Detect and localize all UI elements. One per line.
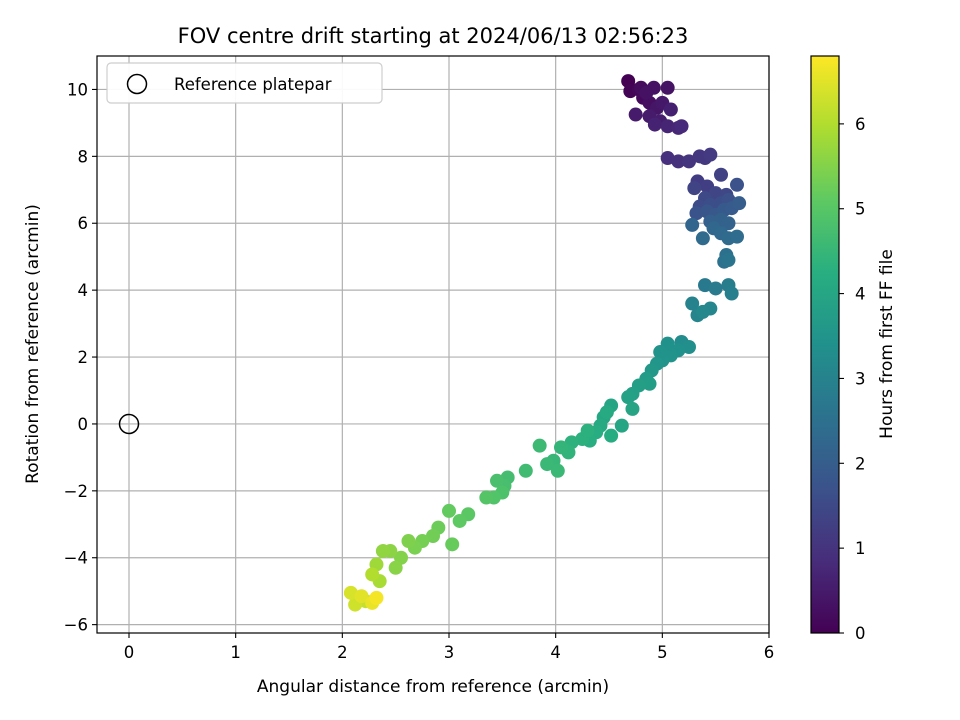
legend-box	[106, 62, 383, 104]
colorbar-tick-label: 6	[855, 115, 866, 134]
data-points	[343, 74, 747, 612]
data-point	[365, 567, 380, 582]
data-point	[614, 418, 629, 433]
y-tick-label: 8	[78, 147, 89, 166]
data-point	[642, 376, 657, 391]
data-point	[625, 401, 640, 416]
data-point	[599, 405, 614, 420]
data-point	[442, 503, 456, 518]
x-tick-label: 3	[444, 643, 455, 662]
x-axis-label: Angular distance from reference (arcmin)	[257, 677, 609, 697]
x-axis-ticks: 0 1 2 3 4 5 6	[124, 633, 775, 662]
colorbar-tick-label: 4	[855, 285, 866, 304]
data-point	[550, 463, 565, 478]
x-tick-label: 2	[337, 643, 348, 662]
x-tick-label: 0	[124, 643, 135, 662]
x-tick-label: 4	[550, 643, 561, 662]
data-point	[452, 513, 467, 528]
y-axis-ticks: −6 −4 −2 0 2 4 6 8 10	[64, 80, 97, 635]
y-tick-label: 10	[67, 80, 88, 99]
data-point	[685, 217, 700, 232]
y-axis-label: Rotation from reference (arcmin)	[23, 204, 43, 484]
data-point	[721, 253, 736, 268]
data-point	[354, 589, 369, 604]
data-point	[730, 177, 744, 192]
y-tick-label: −4	[64, 549, 88, 568]
data-point	[647, 117, 662, 132]
legend: Reference platepar	[106, 62, 383, 104]
data-point	[689, 206, 704, 221]
y-tick-label: 2	[78, 348, 89, 367]
x-tick-label: 1	[230, 643, 241, 662]
data-point	[518, 463, 533, 478]
data-point	[730, 229, 744, 244]
colorbar-tick-label: 0	[855, 624, 866, 643]
data-point	[580, 423, 595, 438]
colorbar-tick-label: 2	[855, 454, 866, 473]
colorbar-tick-label: 3	[855, 369, 866, 388]
reference-marker	[118, 413, 140, 435]
data-point	[721, 216, 736, 231]
data-point	[388, 560, 403, 575]
colorbar: 0 1 2 3 4 5 6 Hours from first FF file	[810, 55, 897, 643]
colorbar-gradient	[810, 55, 840, 634]
data-point	[604, 428, 619, 443]
y-tick-label: −6	[64, 616, 88, 635]
colorbar-label: Hours from first FF file	[877, 249, 897, 439]
data-point	[682, 340, 696, 355]
data-point	[674, 119, 689, 134]
data-point	[445, 537, 460, 552]
data-point	[532, 438, 547, 453]
data-point	[714, 167, 728, 182]
data-point	[426, 528, 440, 543]
data-point	[628, 107, 643, 122]
data-point	[685, 296, 700, 311]
data-point	[682, 154, 696, 169]
colorbar-ticks: 0 1 2 3 4 5 6	[839, 115, 866, 643]
data-point	[698, 278, 712, 293]
data-point	[695, 304, 710, 319]
data-point	[708, 281, 723, 296]
data-point	[663, 102, 678, 117]
data-point	[540, 457, 555, 472]
data-point	[401, 534, 416, 549]
y-tick-label: −2	[64, 482, 88, 501]
plot-frame	[96, 55, 770, 634]
data-point	[343, 585, 358, 600]
data-point	[375, 544, 390, 559]
data-point	[653, 345, 668, 360]
data-point	[671, 154, 686, 169]
colorbar-tick-label: 5	[855, 200, 866, 219]
data-point	[724, 286, 739, 301]
chart-title: FOV centre drift starting at 2024/06/13 …	[178, 24, 689, 48]
x-tick-label: 5	[657, 643, 668, 662]
data-point	[554, 440, 568, 455]
data-point	[695, 231, 710, 246]
data-point	[660, 119, 675, 134]
data-point	[639, 85, 654, 100]
data-point	[369, 590, 384, 605]
data-point	[660, 151, 675, 166]
x-tick-label: 6	[764, 643, 775, 662]
data-point	[490, 473, 504, 488]
data-point	[660, 80, 675, 95]
data-point	[703, 147, 718, 162]
data-point	[479, 490, 494, 505]
legend-entry: Reference platepar	[174, 75, 332, 94]
data-point	[621, 390, 636, 405]
legend-marker	[126, 73, 148, 95]
data-point	[687, 181, 702, 196]
colorbar-tick-label: 1	[855, 539, 866, 558]
y-tick-label: 4	[78, 281, 89, 300]
y-tick-label: 6	[78, 214, 89, 233]
data-point	[732, 196, 747, 211]
y-tick-label: 0	[78, 415, 89, 434]
